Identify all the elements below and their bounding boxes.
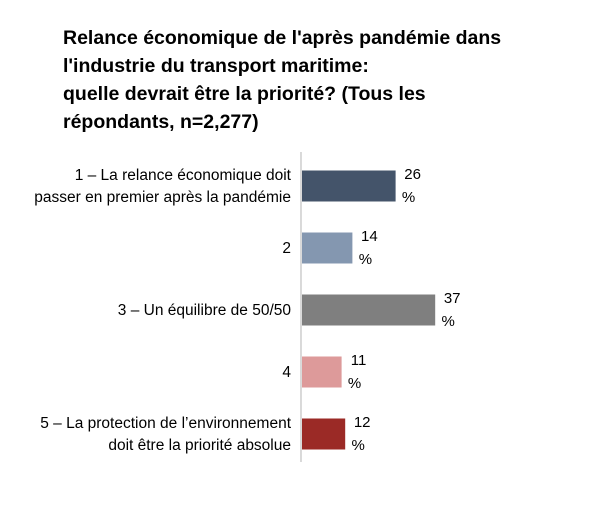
chart-title-line: l'industrie du transport maritime: bbox=[63, 55, 369, 77]
data-label-value: 11 bbox=[351, 352, 367, 369]
chart-title-line: Relance économique de l'après pandémie d… bbox=[63, 27, 502, 49]
data-label-value: 14 bbox=[361, 228, 378, 245]
data-label-value: 37 bbox=[444, 290, 461, 307]
category-label: passer en premier après la pandémie bbox=[34, 189, 291, 206]
bar bbox=[302, 418, 346, 450]
bar bbox=[302, 170, 396, 202]
chart-title-line: quelle devrait être la priorité? (Tous l… bbox=[63, 83, 426, 105]
bar bbox=[302, 232, 353, 264]
category-label: 2 bbox=[282, 240, 291, 257]
category-label: 5 – La protection de l’environnement bbox=[40, 415, 291, 432]
data-label-unit: % bbox=[359, 251, 372, 268]
data-label-unit: % bbox=[348, 375, 361, 392]
category-label: 1 – La relance économique doit bbox=[75, 167, 292, 184]
data-label-value: 26 bbox=[404, 166, 421, 183]
bar bbox=[302, 294, 436, 326]
data-label-value: 12 bbox=[354, 414, 371, 431]
category-label: 4 bbox=[282, 364, 291, 381]
data-label-unit: % bbox=[442, 313, 455, 330]
data-label-unit: % bbox=[352, 437, 365, 454]
bar bbox=[302, 356, 342, 388]
category-label: 3 – Un équilibre de 50/50 bbox=[118, 302, 292, 319]
chart-title: Relance économique de l'après pandémie d… bbox=[63, 24, 583, 136]
data-label-unit: % bbox=[402, 189, 415, 206]
chart-title-line: répondants, n=2,277) bbox=[63, 111, 259, 133]
category-label: doit être la priorité absolue bbox=[108, 437, 291, 454]
